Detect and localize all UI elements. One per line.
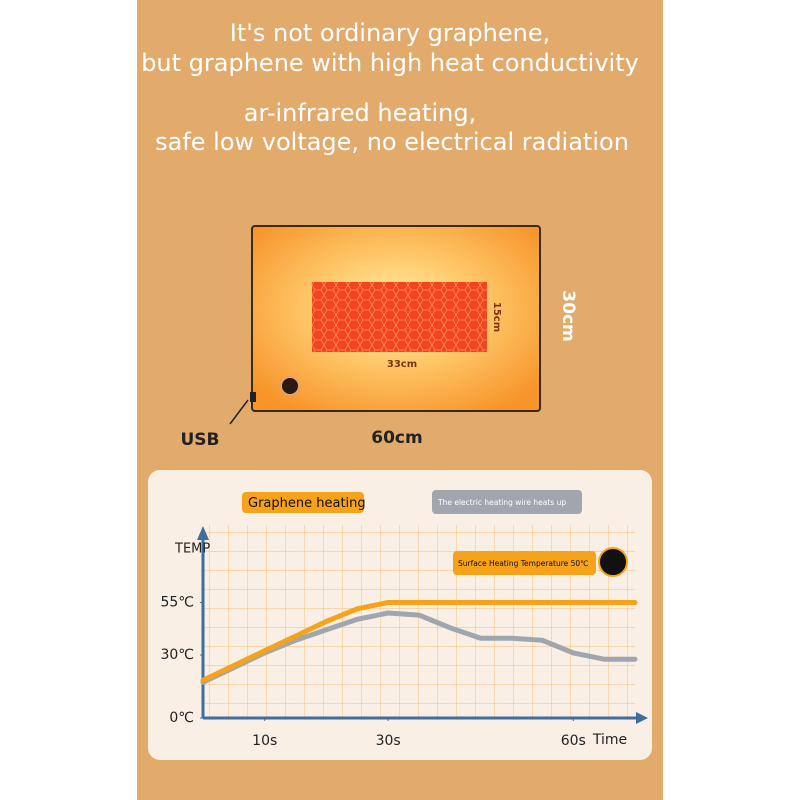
x-tick-label: 10s [252,733,277,749]
y-tick-label: 55℃ [160,595,194,611]
data-line [200,600,638,683]
power-button [280,376,300,396]
y-tick-label: 0℃ [169,710,194,726]
legend-swatch [242,492,364,513]
y-axis-label: TEMP [174,542,210,557]
dimension-label: 15cm [491,302,502,332]
dimension-label: 33cm [387,359,417,370]
y-axis-arrow [197,526,209,540]
x-axis-arrow [636,712,648,724]
annotation: Surface Heating Temperature 50℃ [458,559,589,568]
heating-panel [312,282,487,352]
subline: safe low voltage, no electrical radiatio… [155,128,629,156]
data-line [200,610,638,685]
dimension-label: 60cm [371,428,422,448]
subline: ar-infrared heating, [244,99,476,127]
annotation-dot [598,547,628,577]
annotation-box [453,551,596,575]
port-label: USB [180,430,219,450]
headline: but graphene with high heat conductivity [141,49,639,77]
chart: TEMP Time 0℃ 30℃ 55℃ 10s 30s 60s Graphene heatin… [160,490,648,749]
x-tick-label: 60s [561,733,586,749]
usb-port [250,392,256,402]
x-tick-label: 30s [376,733,401,749]
legend-swatch [432,490,582,514]
headline: It's not ordinary graphene, [230,19,550,47]
legend-label: The electric heating wire heats up [437,498,566,507]
y-tick-label: 30℃ [160,647,194,663]
legend-label: Graphene heating [248,496,366,511]
x-axis-label: Time [592,732,627,748]
dimension-label: 30cm [558,290,578,341]
pointer-line [229,399,249,425]
